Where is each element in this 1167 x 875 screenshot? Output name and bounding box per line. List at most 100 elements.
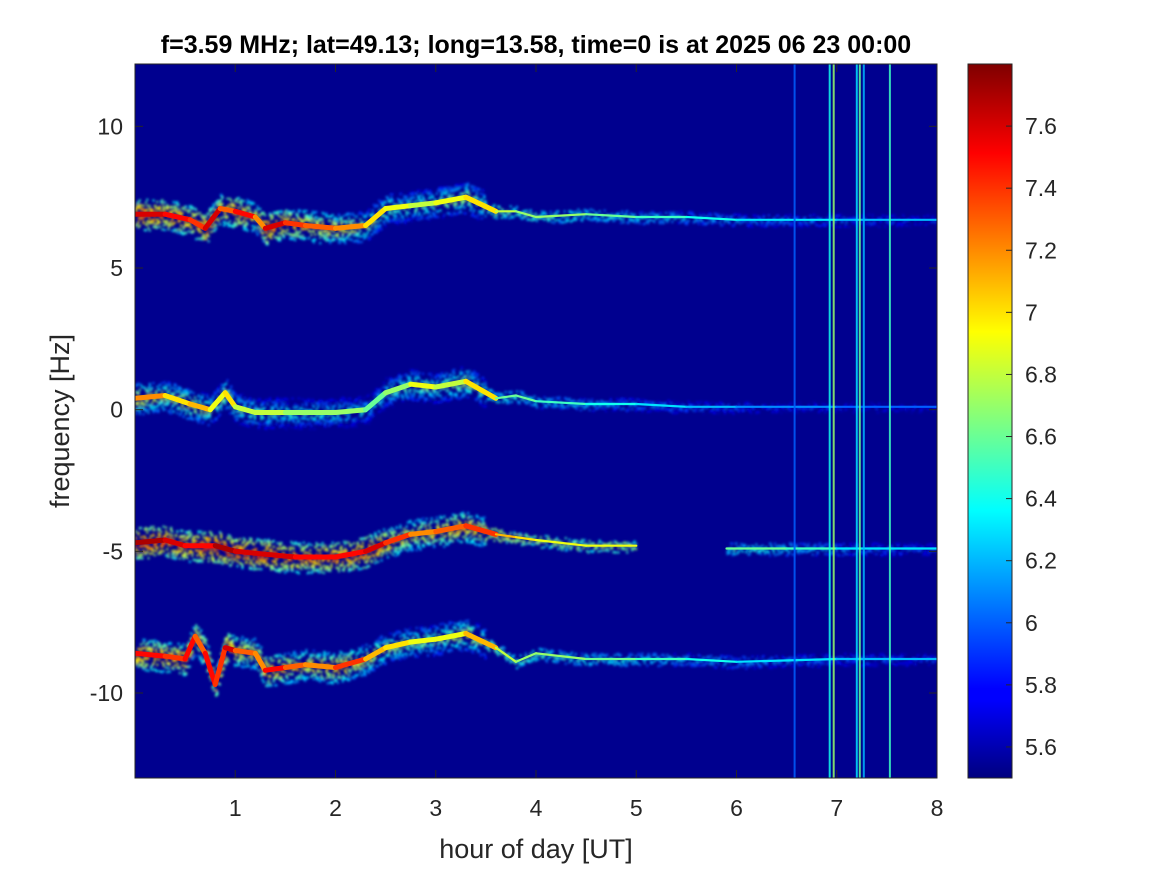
- noise-dot: [275, 405, 278, 407]
- noise-dot: [151, 552, 154, 555]
- noise-dot: [287, 210, 290, 213]
- noise-dot: [896, 410, 899, 412]
- noise-dot: [775, 407, 778, 410]
- noise-dot: [383, 222, 386, 225]
- noise-dot: [219, 202, 221, 205]
- noise-dot: [341, 564, 344, 567]
- noise-dot: [333, 223, 335, 226]
- noise-dot: [203, 222, 206, 225]
- noise-dot: [216, 540, 219, 543]
- noise-dot: [661, 219, 664, 222]
- trace-1-segment: [408, 200, 439, 209]
- noise-dot: [140, 545, 142, 548]
- noise-dot: [231, 203, 234, 205]
- noise-dot: [368, 236, 371, 239]
- noise-dot: [651, 211, 654, 214]
- noise-dot: [747, 225, 750, 228]
- noise-dot: [201, 554, 204, 557]
- noise-dot: [150, 406, 152, 409]
- noise-dot: [760, 225, 763, 228]
- noise-dot: [286, 228, 289, 231]
- noise-dot: [648, 219, 651, 222]
- noise-dot: [239, 545, 241, 548]
- noise-dot: [200, 559, 203, 561]
- noise-dot: [201, 236, 204, 239]
- noise-dot: [260, 212, 263, 215]
- noise-dot: [161, 382, 164, 385]
- noise-dot: [359, 211, 362, 214]
- noise-dot: [459, 192, 462, 195]
- noise-dot: [203, 531, 206, 534]
- noise-dot: [329, 239, 332, 242]
- noise-dot: [335, 542, 338, 545]
- noise-dot: [256, 227, 259, 230]
- noise-dot: [259, 208, 262, 210]
- noise-dot: [309, 422, 312, 425]
- noise-dot: [343, 397, 345, 400]
- noise-dot: [314, 427, 317, 430]
- noise-dot: [301, 545, 304, 548]
- noise-dot: [328, 421, 330, 424]
- noise-dot: [425, 389, 428, 392]
- noise-dot: [757, 411, 760, 414]
- noise-dot: [572, 212, 575, 215]
- noise-dot: [618, 400, 621, 403]
- noise-dot: [325, 400, 328, 403]
- noise-dot: [825, 407, 828, 410]
- noise-dot: [388, 382, 391, 385]
- noise-dot: [217, 199, 220, 202]
- noise-dot: [883, 402, 886, 405]
- noise-dot: [331, 406, 334, 408]
- noise-dot: [459, 385, 462, 388]
- noise-dot: [439, 197, 442, 200]
- noise-dot: [150, 220, 152, 223]
- noise-dot: [203, 215, 206, 218]
- noise-dot: [529, 396, 532, 399]
- noise-dot: [152, 525, 155, 528]
- noise-dot: [415, 399, 418, 402]
- noise-dot: [839, 225, 842, 228]
- noise-dot: [448, 189, 451, 191]
- noise-dot: [531, 397, 533, 400]
- noise-dot: [494, 393, 497, 396]
- noise-dot: [383, 200, 386, 203]
- noise-dot: [207, 412, 210, 415]
- noise-dot: [468, 376, 471, 379]
- noise-dot: [249, 566, 251, 569]
- noise-dot: [369, 237, 372, 240]
- noise-dot: [232, 546, 235, 549]
- noise-dot: [294, 541, 297, 544]
- noise-dot: [229, 535, 231, 538]
- noise-dot: [409, 218, 412, 221]
- trace-1-segment: [433, 194, 469, 206]
- noise-dot: [815, 223, 818, 226]
- noise-dot: [140, 527, 142, 529]
- noise-dot: [406, 219, 409, 222]
- noise-dot: [373, 229, 376, 232]
- noise-dot: [563, 406, 566, 409]
- noise-dot: [374, 219, 377, 222]
- noise-dot: [378, 225, 381, 228]
- noise-dot: [138, 556, 141, 558]
- noise-dot: [167, 410, 170, 413]
- noise-dot: [686, 409, 689, 412]
- noise-dot: [767, 407, 770, 410]
- noise-dot: [141, 401, 144, 404]
- noise-dot: [729, 410, 731, 413]
- noise-dot: [885, 220, 888, 222]
- noise-dot: [346, 417, 349, 420]
- noise-dot: [609, 215, 612, 218]
- noise-dot: [497, 205, 500, 208]
- noise-dot: [598, 404, 601, 407]
- noise-dot: [185, 389, 188, 392]
- noise-dot: [700, 400, 703, 403]
- noise-dot: [433, 212, 436, 215]
- noise-dot: [279, 419, 282, 422]
- noise-dot: [838, 214, 840, 217]
- noise-dot: [188, 209, 191, 212]
- noise-dot: [135, 402, 137, 405]
- noise-dot: [153, 528, 156, 531]
- noise-dot: [196, 560, 199, 563]
- noise-dot: [241, 565, 244, 568]
- noise-dot: [475, 193, 478, 196]
